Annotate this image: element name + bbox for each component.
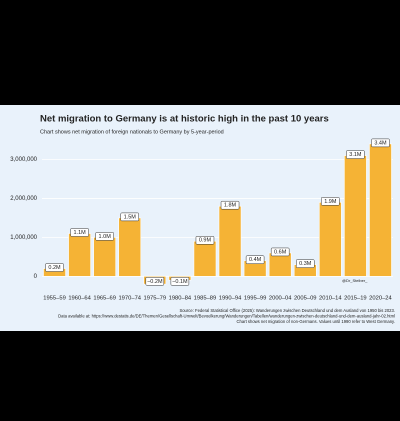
y-tick-label: 3,000,000 [10,157,37,163]
y-tick-label: 2,000,000 [10,196,37,202]
value-label: 0.9M [199,238,212,244]
value-label: 3.1M [349,152,362,158]
value-label: 0.2M [48,265,61,271]
value-label-box [245,255,265,264]
value-label-box [170,277,190,286]
chart-title: Net migration to Germany is at historic … [40,114,329,125]
x-tick-label: 2000–04 [269,296,292,302]
value-label-box [371,138,390,148]
bar [68,233,91,277]
value-label: 1.8M [224,203,237,209]
x-tick-label: 1985–89 [194,296,217,302]
bar [118,217,142,277]
bar [218,205,242,277]
bar [193,240,217,277]
x-tick-label: 1995–99 [244,296,267,302]
value-label: 1.9M [324,199,337,205]
x-tick-label: 1990–94 [219,296,242,302]
value-label: 1.5M [124,214,137,220]
source-note: Data available at: https://www.destatis.… [58,314,395,319]
chart-subtitle: Chart shows net migration of foreign nat… [40,129,224,135]
y-tick-label: 1,000,000 [10,235,37,241]
x-tick-label: 1970–74 [118,296,141,302]
x-tick-label: 2015–19 [344,296,367,302]
x-tick-label: 2005–09 [294,296,317,302]
value-label: 0.6M [274,249,287,255]
x-tick-label: 1975–79 [144,296,167,302]
value-label-box [321,197,340,206]
value-label-box [70,228,89,237]
x-tick-label: 1955–59 [43,296,66,302]
value-label-box [270,247,290,257]
value-label-box [195,236,215,245]
value-label: −0.2M [147,279,163,285]
source-note: Chart shows net migration of non-Germans… [237,319,396,324]
x-tick-label: 2020–24 [369,296,392,302]
x-tick-label: 1980–84 [169,296,192,302]
bar [369,143,392,277]
x-tick-label: 1960–64 [68,296,91,302]
source-note: Source: Federal Statistical Office (2025… [179,308,395,313]
x-tick-label: 2010–14 [319,296,342,302]
bar [318,202,342,277]
value-label-box [346,150,365,159]
value-label-box [220,200,240,210]
value-label: 0.4M [249,257,262,263]
bar [268,252,292,277]
value-label: 1.1M [73,230,86,236]
bar [93,237,117,277]
bar [344,155,367,277]
value-label: −0.1M [172,279,188,285]
y-tick-label: 0 [34,274,38,280]
value-label-box [145,277,165,286]
value-label-box [95,232,114,241]
value-label: 1.0M [99,234,112,240]
value-label-box [45,263,64,272]
value-label-box [120,212,139,222]
x-tick-label: 1965–69 [93,296,116,302]
value-label: 0.3M [299,261,312,267]
value-label: 3.4M [374,140,387,146]
value-label-box [296,259,315,268]
watermark: @Dr_Steiber_ [342,278,368,283]
